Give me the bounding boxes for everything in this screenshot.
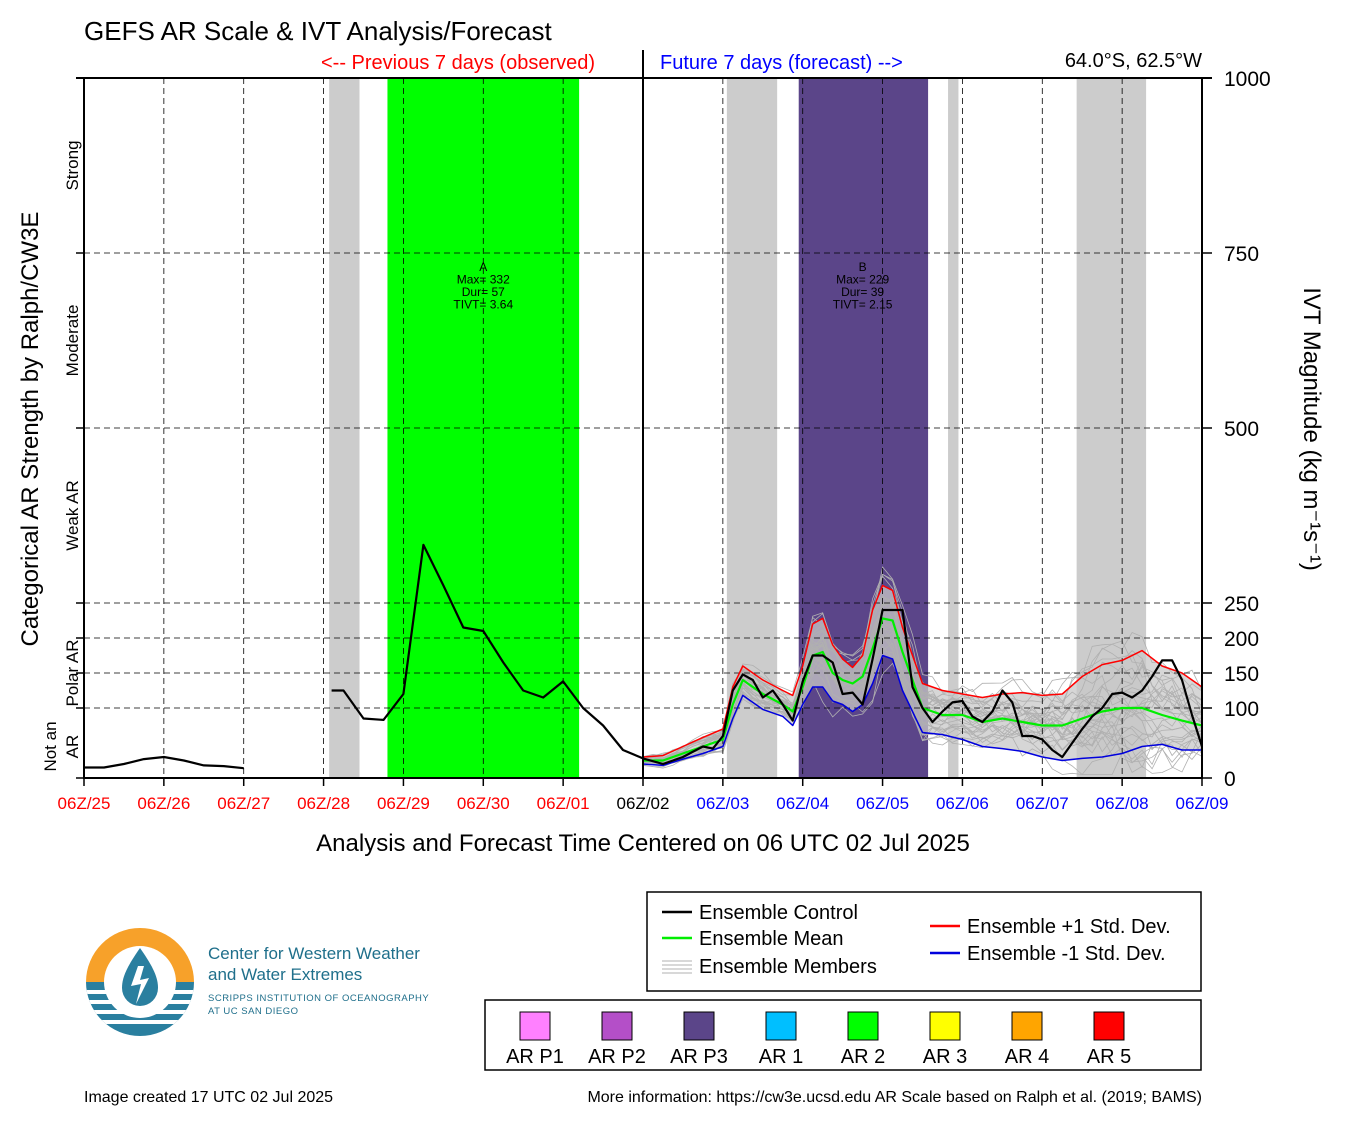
x-tick-label: 06Z/28 (297, 794, 350, 813)
plot-frame (76, 50, 1212, 786)
x-tick-label: 06Z/09 (1176, 794, 1229, 813)
x-tick-label: 06Z/04 (776, 794, 829, 813)
scale-label: AR 2 (841, 1046, 885, 1068)
x-tick-label: 06Z/03 (696, 794, 749, 813)
legend-label: Ensemble +1 Std. Dev. (967, 916, 1171, 938)
category-label: Not an (41, 721, 60, 771)
event-text: TIVT= 2.15 (833, 298, 893, 312)
line-legend-box (646, 891, 1202, 992)
more-info-note: More information: https://cw3e.ucsd.edu … (587, 1089, 1202, 1106)
logo-line-2: and Water Extremes (208, 965, 363, 984)
shaded-period-gray-4 (948, 78, 959, 778)
image-created-note: Image created 17 UTC 02 Jul 2025 (84, 1089, 334, 1106)
right-axis-label: IVT Magnitude (kg m⁻¹s⁻¹) (1298, 287, 1325, 571)
category-label: Polar AR (63, 639, 82, 706)
y-tick-label: 1000 (1224, 68, 1271, 91)
cw3e-logo: Center for Western Weather and Water Ext… (84, 926, 484, 1041)
scale-label: AR 3 (923, 1046, 967, 1068)
plus-std-line (642, 584, 1203, 758)
left-axis-label: Categorical AR Strength by Ralph/CW3E (17, 212, 44, 647)
y-tick-label: 500 (1224, 418, 1259, 441)
legend-label: Ensemble Mean (699, 928, 844, 950)
x-tick-label: 06Z/07 (1016, 794, 1069, 813)
y-tick-label: 200 (1224, 628, 1259, 651)
scale-swatch (601, 1011, 633, 1041)
event-text: Dur= 57 (462, 285, 505, 299)
y-tick-label: 250 (1224, 593, 1259, 616)
x-axis-label: Analysis and Forecast Time Centered on 0… (316, 830, 970, 857)
ensemble-member-28 (642, 575, 1203, 758)
logo-line-4: AT UC SAN DIEGO (208, 1006, 299, 1017)
control-line-future (642, 608, 1204, 766)
logo-line-1: Center for Western Weather (208, 944, 420, 963)
scale-label: AR P2 (588, 1046, 646, 1068)
scale-swatch (847, 1011, 879, 1041)
category-label: Strong (63, 140, 82, 190)
chart-title: GEFS AR Scale & IVT Analysis/Forecast (84, 16, 552, 46)
event-text: Dur= 39 (841, 285, 884, 299)
grid-lines (84, 78, 1202, 778)
x-tick-label: 06Z/06 (936, 794, 989, 813)
scale-label: AR 1 (759, 1046, 803, 1068)
scale-label: AR 4 (1005, 1046, 1049, 1068)
event-text: Max= 229 (836, 273, 889, 287)
x-tick-label: 06Z/30 (457, 794, 510, 813)
event-text: B (859, 260, 867, 274)
x-tick-label: 06Z/27 (217, 794, 270, 813)
category-label: Weak AR (63, 480, 82, 551)
ensemble-spread (643, 585, 1202, 766)
x-tick-label: 06Z/25 (58, 794, 111, 813)
scale-swatch (683, 1011, 715, 1041)
y-tick-label: 150 (1224, 663, 1259, 686)
x-tick-label: 06Z/08 (1096, 794, 1149, 813)
scale-swatch (519, 1011, 551, 1041)
line-legend: Ensemble Control Ensemble Mean Ensemble Me… (662, 902, 1171, 978)
scale-swatch (765, 1011, 797, 1041)
category-label: AR (63, 735, 82, 759)
series-lines (84, 543, 1204, 770)
scale-swatch (929, 1011, 961, 1041)
scale-swatch (1011, 1011, 1043, 1041)
chart-labels: 06Z/25 06Z/26 06Z/27 06Z/28 06Z/29 06Z/30 06Z/… (41, 68, 1271, 813)
legend-label: Ensemble Members (699, 956, 877, 978)
previous-days-label: <-- Previous 7 days (observed) (321, 52, 595, 74)
future-days-label: Future 7 days (forecast) --> (660, 52, 903, 74)
scale-swatch (1093, 1011, 1125, 1041)
x-tick-label: 06Z/29 (377, 794, 430, 813)
x-tick-label: 06Z/01 (537, 794, 590, 813)
control-line-past-a (84, 755, 244, 770)
event-text: A (479, 260, 487, 274)
x-tick-label: 06Z/26 (137, 794, 190, 813)
event-text: TIVT= 3.64 (453, 298, 513, 312)
event-text: Max= 332 (457, 273, 510, 287)
y-tick-label: 100 (1224, 698, 1259, 721)
y-tick-label: 0 (1224, 768, 1236, 791)
y-tick-label: 750 (1224, 243, 1259, 266)
ensemble-member-24 (642, 642, 1203, 775)
scale-label: AR P3 (670, 1046, 728, 1068)
x-tick-label: 06Z/02 (617, 794, 670, 813)
minus-std-line (642, 654, 1202, 767)
scale-label: AR P1 (506, 1046, 564, 1068)
location-label: 64.0°S, 62.5°W (1065, 50, 1202, 72)
cw3e-logo-icon (86, 928, 194, 1036)
logo-line-3: SCRIPPS INSTITUTION OF OCEANOGRAPHY (208, 993, 430, 1004)
x-tick-label: 06Z/05 (856, 794, 909, 813)
scale-legend: AR P1 AR P2 AR P3 AR 1 AR 2 AR 3 AR 4 AR 5 (506, 1011, 1131, 1068)
control-line-past-b (331, 543, 644, 760)
scale-label: AR 5 (1087, 1046, 1131, 1068)
legend-label: Ensemble -1 Std. Dev. (967, 943, 1166, 965)
legend-label: Ensemble Control (699, 902, 858, 924)
category-label: Moderate (63, 305, 82, 377)
